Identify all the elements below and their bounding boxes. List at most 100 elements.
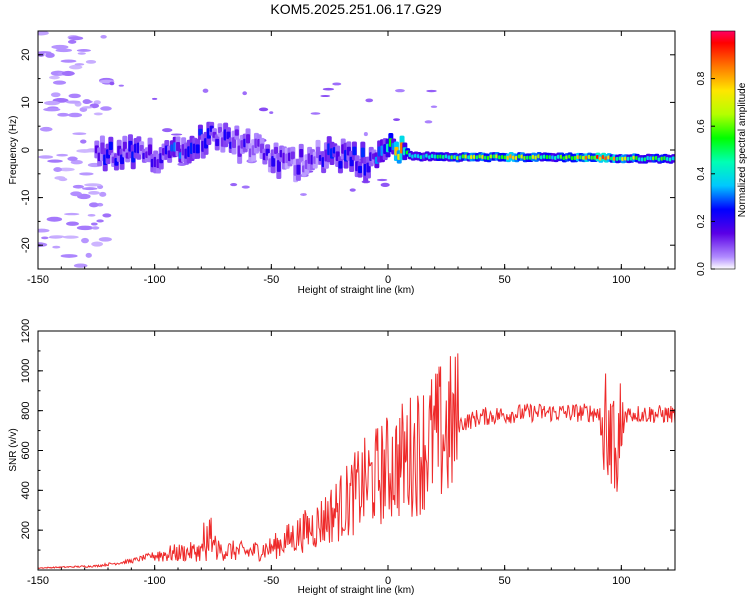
noise-blob xyxy=(39,126,53,132)
noise-blob xyxy=(100,106,112,111)
x-tick-label: 0 xyxy=(385,274,391,286)
colorbar-tick-label: 0.0 xyxy=(696,262,707,276)
noise-blob xyxy=(258,107,269,112)
ridge-cell xyxy=(360,147,365,158)
noise-blob xyxy=(230,183,238,187)
ridge-cell xyxy=(246,134,251,144)
noise-blob xyxy=(51,44,69,50)
noise-blob xyxy=(62,235,79,239)
noise-blob xyxy=(56,153,69,157)
noise-blob xyxy=(395,89,405,93)
noise-blob xyxy=(68,64,83,70)
ridge-cell xyxy=(271,155,276,167)
x-tick-label: 0 xyxy=(385,575,391,587)
noise-blob xyxy=(81,187,98,191)
noise-blob xyxy=(91,226,100,230)
chart-title: KOM5.2025.251.06.17.G29 xyxy=(270,1,441,17)
noise-blob xyxy=(349,188,356,192)
noise-blob xyxy=(76,225,94,231)
ridge-cell xyxy=(195,144,200,154)
noise-blob xyxy=(96,219,104,223)
noise-blob xyxy=(162,128,173,133)
y-tick-label: 10 xyxy=(20,96,32,108)
ridge-cell xyxy=(290,151,295,160)
noise-blob xyxy=(46,216,63,222)
noise-blob xyxy=(67,156,78,162)
y-tick-label: 200 xyxy=(20,521,32,539)
noise-blob xyxy=(38,242,48,248)
noise-blob xyxy=(64,212,80,216)
noise-blob xyxy=(72,132,87,136)
ridge-cell xyxy=(108,141,113,151)
ridge-cell xyxy=(338,160,343,169)
noise-blob xyxy=(109,81,115,86)
noise-blob xyxy=(82,99,91,105)
spectrogram-x-label: Height of straight line (km) xyxy=(298,285,415,296)
x-tick-label: 50 xyxy=(499,575,511,587)
noise-blob xyxy=(376,178,388,182)
noise-blob xyxy=(202,88,209,93)
noise-blob xyxy=(322,87,335,91)
y-tick-label: 20 xyxy=(20,49,32,61)
noise-blob xyxy=(380,182,390,187)
ridge-cell xyxy=(299,149,304,158)
noise-blob xyxy=(52,245,61,249)
noise-blob xyxy=(43,107,61,112)
snr-marks xyxy=(38,353,675,569)
noise-blob xyxy=(44,100,60,106)
colorbar-tick-label: 0.8 xyxy=(696,71,707,85)
snr-frame xyxy=(37,330,676,571)
noise-blob xyxy=(76,49,91,52)
colorbar-label: Normalized spectral amplitude xyxy=(737,82,748,217)
colorbar-tick-label: 0.4 xyxy=(696,166,707,180)
noise-blob xyxy=(84,183,102,187)
noise-blob xyxy=(45,52,55,58)
colorbar-ticks: 0.0 0.2 0.4 0.6 0.8 xyxy=(696,71,715,276)
x-tick-label: -150 xyxy=(27,274,49,286)
noise-blob xyxy=(47,159,63,163)
ridge-cell xyxy=(218,126,223,134)
ridge-cell xyxy=(234,129,239,136)
noise-blob xyxy=(90,222,98,226)
noise-blob xyxy=(430,105,438,108)
y-tick-label: -10 xyxy=(20,190,32,206)
noise-blob xyxy=(57,167,75,172)
noise-blob xyxy=(38,228,50,233)
noise-blob xyxy=(426,89,437,93)
noise-blob xyxy=(81,237,89,244)
noise-blob xyxy=(241,185,250,189)
y-tick-label: 400 xyxy=(20,481,32,499)
colorbar-gradient xyxy=(711,31,735,269)
y-tick-label: 600 xyxy=(20,441,32,459)
noise-blob xyxy=(300,193,307,196)
ridge-cell xyxy=(232,137,237,148)
y-tick-label: 800 xyxy=(20,401,32,419)
ridge-cell xyxy=(352,146,357,156)
x-tick-label: -100 xyxy=(144,274,166,286)
noise-blob xyxy=(93,112,103,116)
noise-blob xyxy=(102,213,112,218)
noise-blob xyxy=(49,235,65,238)
noise-blob xyxy=(320,94,331,98)
noise-blob xyxy=(72,184,84,189)
noise-blob xyxy=(54,176,66,180)
noise-blob xyxy=(67,39,77,44)
noise-blob xyxy=(55,48,73,53)
noise-blob xyxy=(57,112,70,117)
noise-blob xyxy=(85,252,92,258)
y-tick-label: 1000 xyxy=(20,359,32,383)
noise-blob xyxy=(38,51,52,54)
noise-blob xyxy=(365,98,374,103)
snr-x-ticks: -150 -100 -50 0 50 100 xyxy=(27,331,669,587)
y-tick-label: 1200 xyxy=(20,319,32,343)
noise-blob xyxy=(151,97,158,100)
noise-blob xyxy=(65,100,81,104)
noise-blob xyxy=(310,112,321,115)
noise-blob xyxy=(170,133,183,136)
noise-blob xyxy=(100,34,107,39)
snr-y-ticks: 1200 1000 800 600 400 200 xyxy=(20,319,675,571)
spectrogram-marks xyxy=(38,31,675,268)
noise-blob xyxy=(68,93,81,99)
ridge-cell xyxy=(296,164,301,175)
noise-blob xyxy=(67,112,83,118)
